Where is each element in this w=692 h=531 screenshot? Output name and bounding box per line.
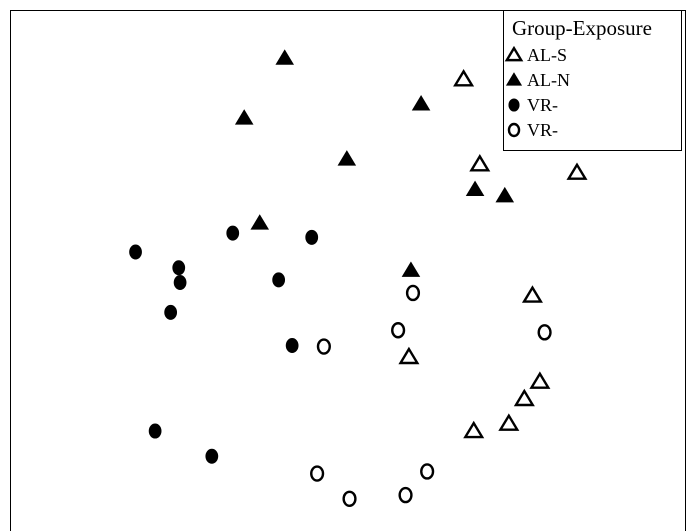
data-point-circle-filled-10 [205,448,219,464]
data-point-circle-open-2 [537,324,552,341]
data-point-circle-open-4 [316,338,331,355]
data-point-triangle-open-6 [529,371,551,389]
legend-marker-triangle-open [504,45,524,62]
data-point-circle-open-1 [405,284,421,302]
data-point-circle-open-5 [420,463,435,480]
legend-label: AL-S [527,45,567,65]
data-point-circle-filled-7 [164,304,178,320]
legend-label: VR- [527,95,558,115]
legend-marker-triangle-filled [505,72,523,86]
data-point-circle-filled-8 [285,337,299,353]
legend-items: AL-S AL-N VR- VR- [504,45,570,140]
data-point-circle-open-8 [342,490,357,507]
data-point-triangle-open-5 [398,346,420,365]
data-point-circle-filled-4 [172,260,186,276]
legend-box [503,10,682,151]
data-point-circle-filled-9 [148,423,162,439]
data-point-triangle-open-9 [463,420,485,439]
legend-marker-circle-open [507,122,521,138]
data-point-triangle-filled-2 [234,109,254,125]
data-point-circle-filled-3 [305,229,319,245]
data-point-triangle-filled-1 [275,49,295,65]
data-point-circle-open-3 [391,322,406,339]
data-point-circle-open-7 [398,486,413,504]
data-point-triangle-open-1 [453,68,475,87]
data-point-triangle-open-8 [498,413,520,431]
data-point-circle-filled-6 [272,272,286,288]
legend-label: AL-N [527,70,570,90]
data-point-triangle-open-4 [521,285,543,303]
data-point-circle-filled-5 [173,274,187,290]
data-point-triangle-open-2 [469,154,491,172]
data-points [129,49,588,507]
data-point-triangle-filled-4 [337,150,357,166]
legend-label: VR- [527,120,558,140]
data-point-triangle-filled-7 [250,214,270,230]
data-point-triangle-filled-3 [411,95,431,111]
legend: Group-Exposure AL-S AL-N VR- VR- [503,10,682,151]
plot-frame [10,10,686,531]
legend-title: Group-Exposure [512,16,652,40]
data-point-circle-open-6 [310,465,325,482]
legend-marker-circle-filled [508,98,520,112]
data-point-circle-filled-2 [226,225,240,241]
data-point-triangle-open-7 [513,388,535,407]
data-point-triangle-filled-8 [401,261,421,277]
data-point-circle-filled-1 [129,244,142,260]
data-point-triangle-filled-5 [465,180,485,197]
data-point-triangle-filled-6 [495,186,515,203]
data-point-triangle-open-3 [566,162,588,180]
